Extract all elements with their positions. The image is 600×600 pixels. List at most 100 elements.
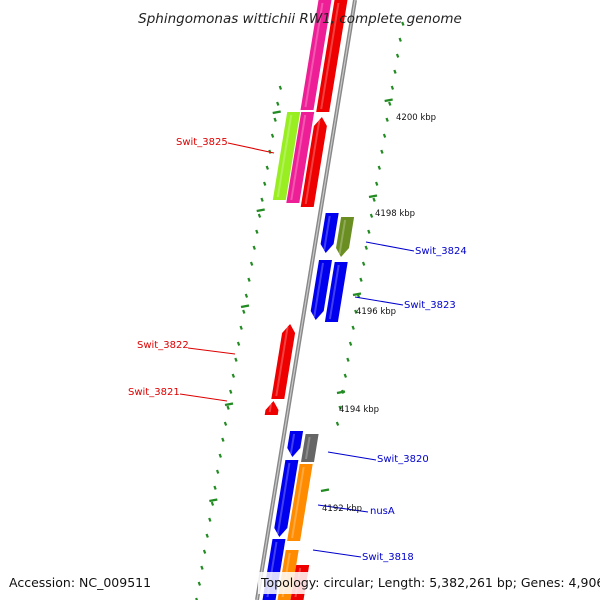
dot-inner: [197, 581, 202, 586]
dot-inner: [231, 373, 236, 378]
dot-outer: [348, 341, 353, 346]
dotted-scale-lines: [195, 21, 405, 600]
leader-swit-3822: [187, 347, 236, 355]
gene-magenta-top[interactable]: [300, 0, 332, 110]
gene-nusa-blue[interactable]: [274, 460, 299, 537]
dot-inner: [242, 309, 246, 314]
gene-label-swit-3823[interactable]: Swit_3823: [404, 300, 456, 311]
gene-swit-3823-a-body: [320, 213, 339, 253]
gene-label-swit-3825[interactable]: Swit_3825: [176, 137, 228, 148]
gene-nusa-highlight: [291, 466, 305, 539]
footer-topology: Topology: circular; Length: 5,382,261 bp…: [260, 575, 600, 590]
gene-lime[interactable]: [272, 112, 301, 200]
tick-label-4198: 4198 kbp: [375, 209, 415, 219]
dot-inner: [249, 261, 254, 266]
dot-inner: [234, 357, 238, 362]
gene-swit-3823-body: [310, 260, 332, 320]
dot-inner: [213, 485, 217, 490]
scale-tick-marks: [209, 98, 393, 503]
dot-outer: [388, 101, 392, 106]
scale-tick-inner: [224, 402, 234, 407]
gene-label-swit-3824[interactable]: Swit_3824: [415, 246, 467, 257]
leader-swit-3825: [227, 142, 275, 154]
leader-swit-3821: [179, 393, 228, 402]
gene-label-swit-3821[interactable]: Swit_3821: [128, 387, 180, 398]
scale-tick-inner: [272, 110, 281, 115]
tick-label-4200: 4200 kbp: [396, 113, 436, 123]
gene-magenta-lower-body: [286, 112, 315, 203]
gene-red-top[interactable]: [316, 0, 348, 112]
dot-inner: [205, 533, 209, 538]
gene-label-swit-3822[interactable]: Swit_3822: [137, 340, 189, 351]
dot-inner: [270, 133, 275, 138]
gene-swit-3823[interactable]: [310, 260, 332, 320]
dot-outer: [380, 149, 384, 154]
dot-inner: [260, 197, 264, 202]
dot-outer: [367, 229, 371, 234]
scale-tick-outer: [352, 292, 362, 297]
dot-inner: [239, 325, 243, 330]
dot-outer: [343, 373, 348, 378]
gene-swit-3820[interactable]: [301, 434, 319, 462]
map-title: Sphingomonas wittichii RW1, complete gen…: [138, 11, 462, 27]
gene-swit-3822-body: [271, 324, 296, 399]
scale-tick-inner: [209, 498, 218, 503]
gene-swit-3822-highlight: [275, 326, 289, 397]
label-leader-lines: [179, 142, 415, 558]
dot-outer: [377, 165, 381, 170]
gene-nusa-blue-body: [274, 460, 299, 537]
dot-inner: [278, 85, 283, 90]
dot-inner: [252, 245, 256, 250]
leader-swit-3823: [354, 296, 404, 306]
gene-swit-3825[interactable]: [300, 117, 327, 207]
genome-backbone-highlight: [256, 0, 356, 600]
tick-label-4196: 4196 kbp: [356, 307, 396, 317]
gene-swit-3820-a-body: [287, 431, 304, 457]
leader-swit-3824: [365, 241, 415, 252]
scale-tick-inner: [240, 304, 250, 309]
gene-swit-3820-a-highlight: [289, 433, 296, 455]
gene-magenta-lower[interactable]: [286, 112, 315, 203]
dot-inner: [221, 437, 225, 442]
gene-label-nusa[interactable]: nusA: [370, 506, 395, 517]
dot-outer: [338, 405, 342, 410]
dot-inner: [273, 117, 277, 122]
scale-tick-outer: [320, 488, 330, 493]
gene-swit-3824[interactable]: [336, 217, 355, 257]
gene-nusa[interactable]: [287, 464, 313, 541]
gene-label-swit-3818[interactable]: Swit_3818: [362, 552, 414, 563]
scale-tick-outer: [384, 98, 393, 103]
dot-inner: [257, 213, 262, 218]
gene-magenta-lower-highlight: [290, 114, 307, 201]
dot-outer: [385, 117, 389, 122]
dot-inner: [265, 165, 269, 170]
gene-swit-3821[interactable]: [264, 401, 279, 415]
dot-inner: [255, 229, 259, 234]
gene-swit-3822[interactable]: [271, 324, 296, 399]
dot-outer: [369, 213, 374, 218]
gene-blue-pair[interactable]: [324, 262, 348, 322]
leader-swit-3820: [327, 451, 377, 461]
scale-tick-outer: [336, 390, 346, 395]
dot-outer: [354, 309, 358, 314]
gene-red-top-highlight: [320, 2, 340, 110]
dot-inner: [263, 181, 267, 186]
leader-swit-3818: [312, 549, 362, 558]
scale-tick-outer: [368, 194, 378, 199]
gene-features: [262, 0, 355, 600]
dot-inner: [215, 469, 220, 474]
gene-swit-3823-a[interactable]: [320, 213, 339, 253]
gene-label-swit-3820[interactable]: Swit_3820: [377, 454, 429, 465]
leader-nusa: [317, 504, 369, 513]
gene-swit-3820-a[interactable]: [287, 431, 304, 457]
gene-swit-3824-highlight: [338, 219, 347, 255]
gene-magenta-top-highlight: [304, 2, 324, 108]
dot-outer: [398, 37, 402, 42]
dot-inner: [247, 277, 251, 282]
gene-swit-3824-body: [336, 217, 355, 257]
footer-topology-background: [258, 572, 596, 594]
gene-swit-3823-a-highlight: [323, 215, 331, 251]
gene-swit-3825-highlight: [304, 119, 321, 205]
